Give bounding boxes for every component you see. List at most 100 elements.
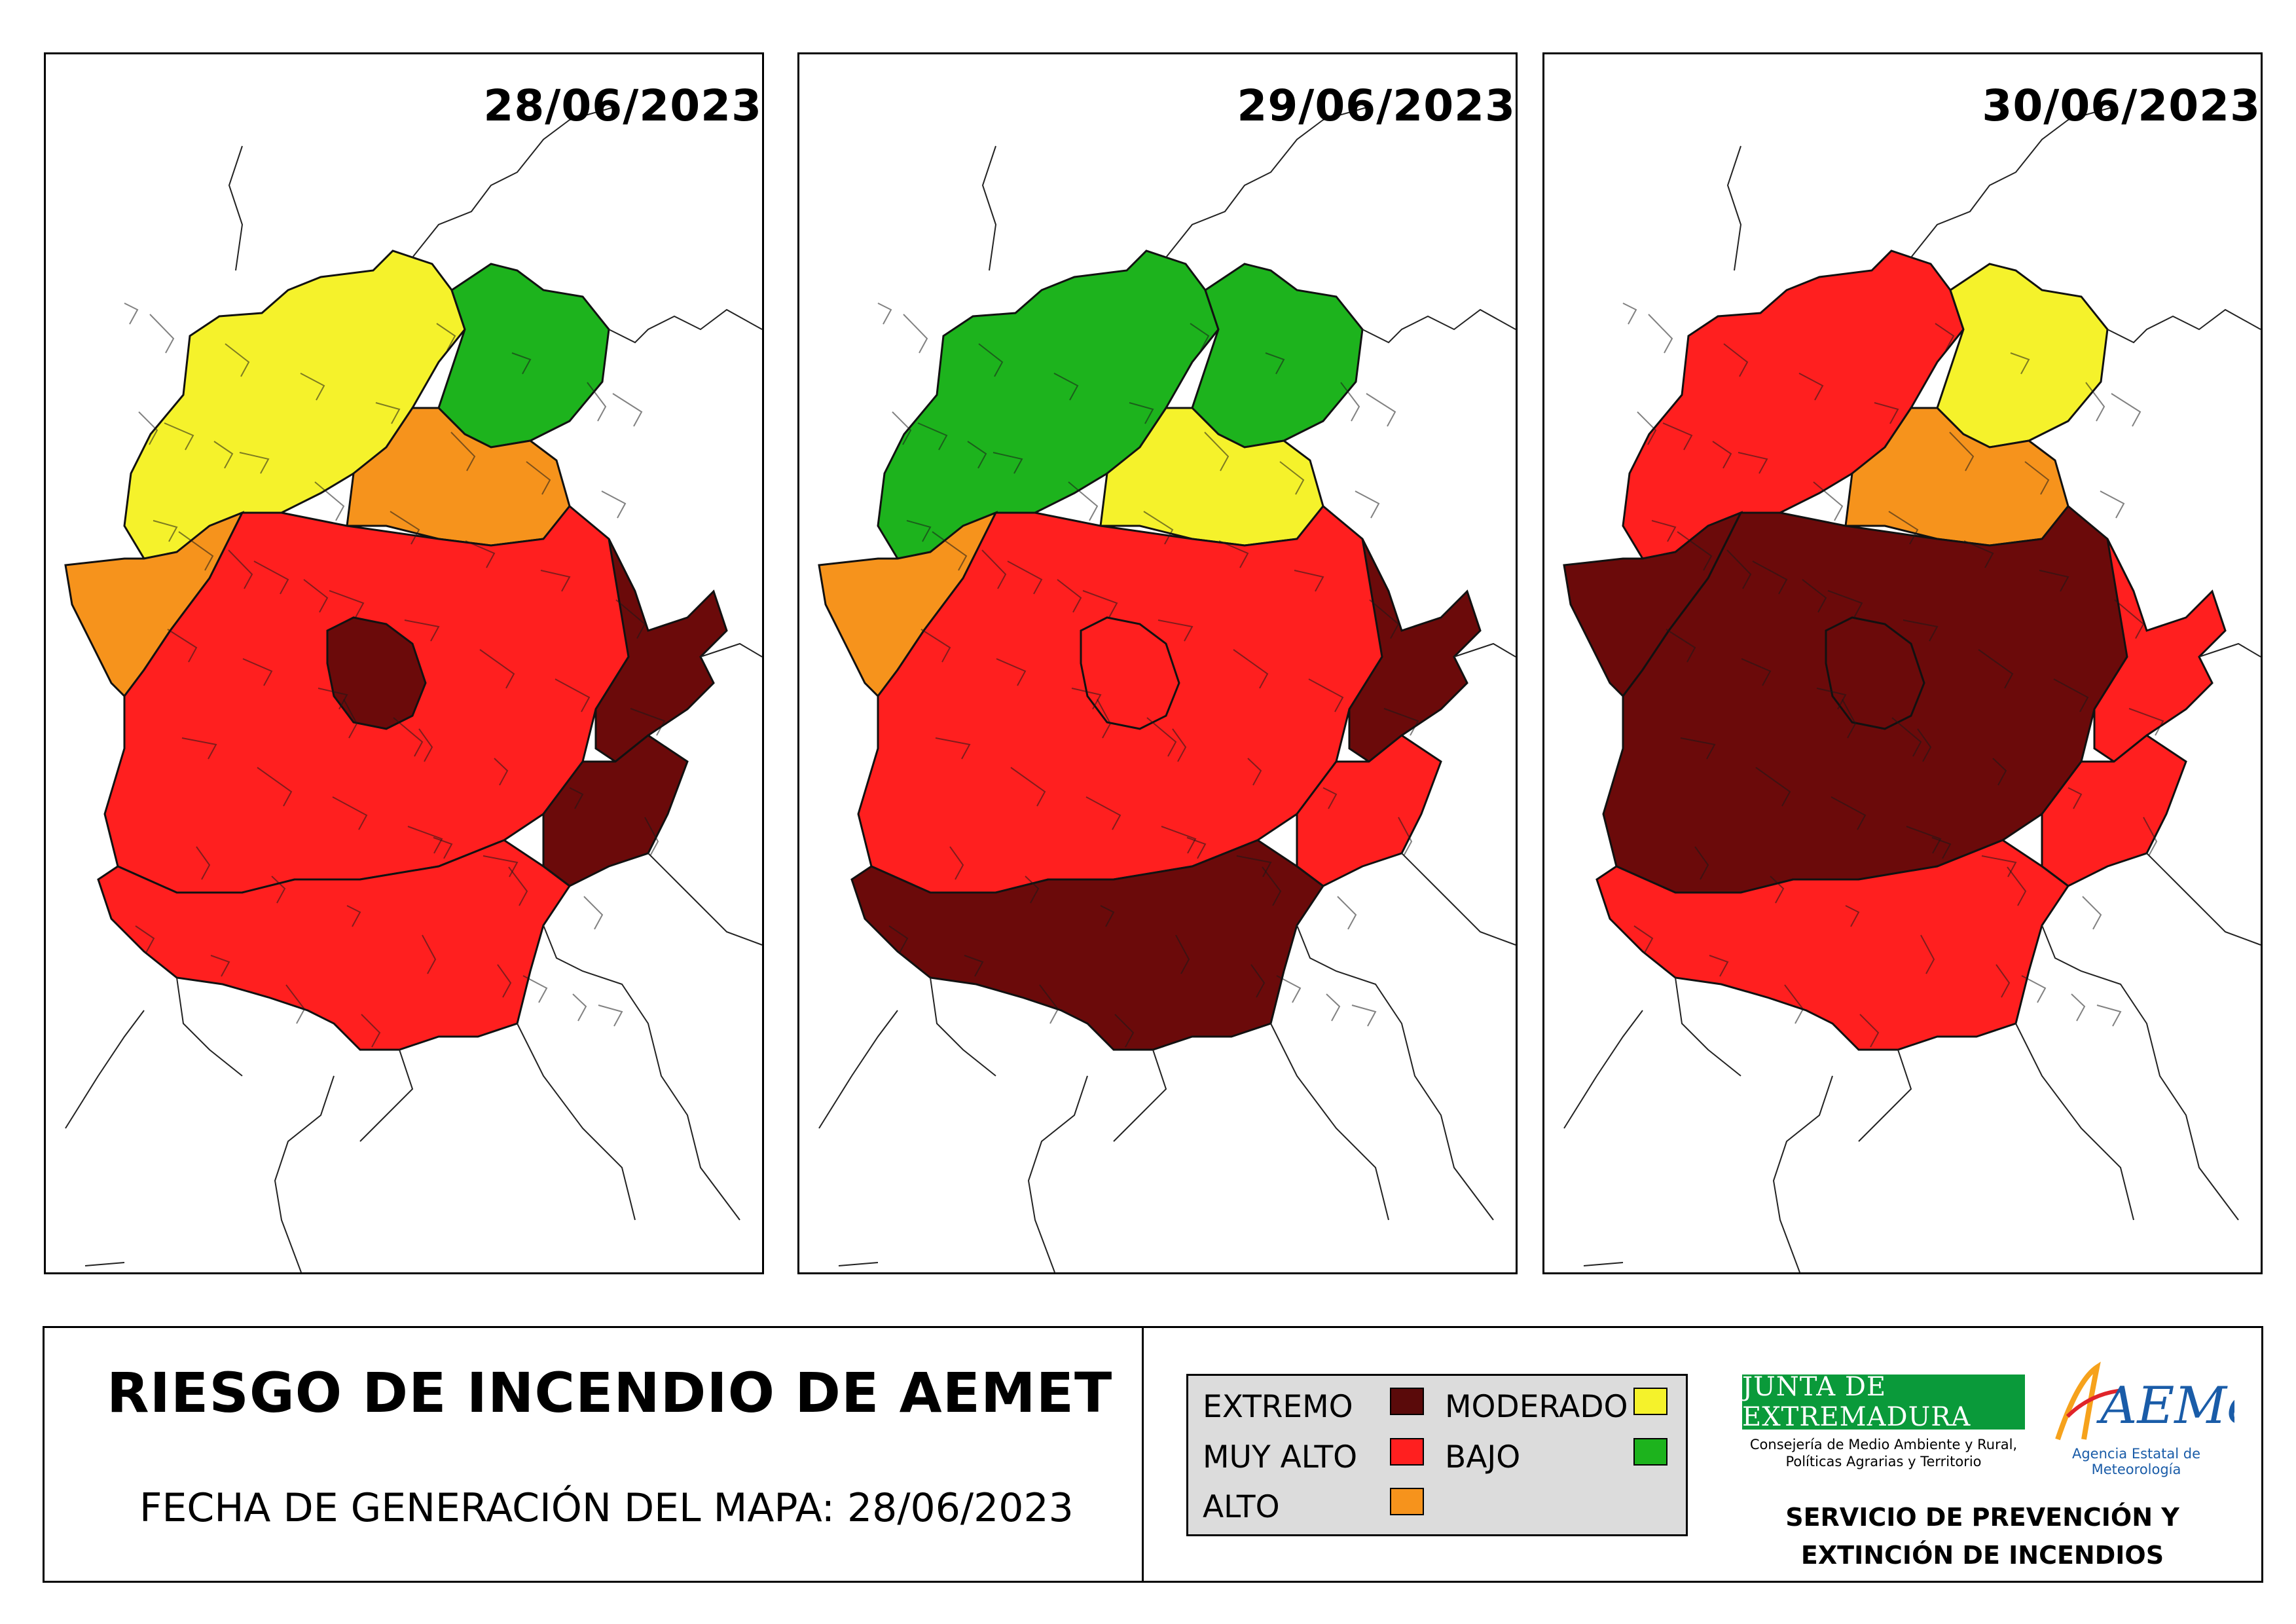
service-line-1: SERVICIO DE PREVENCIÓN Y bbox=[1785, 1503, 2179, 1532]
municipal-boundary bbox=[1935, 323, 1955, 351]
municipal-boundary bbox=[149, 314, 175, 354]
municipal-boundary bbox=[1322, 787, 1338, 809]
municipal-boundary bbox=[964, 955, 984, 977]
municipal-boundary bbox=[598, 1005, 623, 1027]
municipal-boundary bbox=[1218, 540, 1249, 568]
municipal-boundary bbox=[1845, 905, 1860, 927]
province-border bbox=[1583, 1262, 1624, 1266]
municipal-boundary bbox=[1917, 728, 1932, 762]
municipal-boundary bbox=[494, 758, 509, 786]
municipal-boundary bbox=[2100, 490, 2125, 519]
province-border bbox=[838, 1262, 879, 1266]
province-border bbox=[2015, 1023, 2134, 1221]
municipal-boundary bbox=[1755, 767, 1791, 807]
municipal-boundary bbox=[1082, 590, 1118, 618]
municipal-boundary bbox=[124, 303, 139, 325]
municipal-boundary bbox=[332, 796, 368, 830]
municipal-boundary bbox=[257, 767, 293, 807]
province-border bbox=[1362, 308, 1516, 344]
province-border bbox=[274, 1075, 335, 1272]
municipal-boundary bbox=[138, 411, 158, 445]
municipal-boundary bbox=[346, 905, 361, 927]
region-east bbox=[2093, 538, 2227, 763]
aemet-logo-text: AEMet bbox=[2096, 1376, 2234, 1435]
municipal-boundary bbox=[981, 549, 1007, 589]
legend-label-muy-alto: MUY ALTO bbox=[1203, 1439, 1358, 1475]
map-svg-2 bbox=[818, 106, 1516, 1272]
municipal-boundary bbox=[1100, 905, 1115, 927]
province-border bbox=[543, 925, 740, 1221]
municipal-boundary bbox=[888, 925, 909, 953]
legend-swatch-alto bbox=[1390, 1488, 1424, 1515]
municipal-boundary bbox=[2024, 461, 2050, 495]
municipal-boundary bbox=[253, 561, 289, 595]
region-northeast bbox=[1191, 263, 1364, 449]
municipal-boundary bbox=[569, 787, 584, 809]
map-svg-1 bbox=[64, 106, 762, 1272]
map-panel-1: 28/06/2023 bbox=[44, 52, 764, 1274]
municipal-boundary bbox=[1633, 925, 1654, 953]
page-title: RIESGO DE INCENDIO DE AEMET bbox=[107, 1361, 1113, 1425]
province-border bbox=[700, 642, 762, 657]
province-border bbox=[608, 308, 762, 344]
municipal-boundary bbox=[1798, 373, 1824, 401]
municipal-boundary bbox=[1963, 540, 1994, 568]
municipal-boundary bbox=[1025, 876, 1040, 904]
municipal-boundary bbox=[1813, 481, 1844, 521]
province-border bbox=[359, 1049, 414, 1142]
municipal-boundary bbox=[422, 934, 437, 974]
municipal-boundary bbox=[1651, 520, 1677, 542]
municipal-boundary bbox=[630, 708, 666, 736]
municipal-boundary bbox=[1276, 975, 1302, 1003]
municipal-boundary bbox=[361, 1014, 381, 1048]
info-box: RIESGO DE INCENDIO DE AEMET FECHA DE GEN… bbox=[43, 1326, 2263, 1583]
municipal-boundary bbox=[2068, 787, 2083, 809]
municipal-boundary bbox=[1262, 866, 1282, 906]
map-panel-3: 30/06/2023 bbox=[1542, 52, 2263, 1274]
municipal-boundary bbox=[1726, 549, 1752, 589]
junta-subtitle-line-2: Políticas Agrarias y Territorio bbox=[1785, 1454, 1982, 1469]
municipal-boundary bbox=[1978, 649, 2014, 689]
municipal-boundary bbox=[511, 352, 532, 375]
municipal-boundary bbox=[892, 411, 912, 445]
municipal-boundary bbox=[1146, 717, 1177, 757]
province-border bbox=[647, 853, 762, 946]
municipal-boundary bbox=[1057, 579, 1082, 613]
municipal-boundary bbox=[1366, 393, 1396, 427]
municipal-boundary bbox=[1085, 796, 1121, 830]
junta-subtitle-line-1: Consejería de Medio Ambiente y Rural, bbox=[1749, 1437, 2018, 1452]
municipal-boundary bbox=[1294, 570, 1324, 592]
province-border bbox=[2146, 853, 2261, 946]
municipal-boundary bbox=[2039, 570, 2069, 592]
municipal-boundary bbox=[949, 846, 964, 880]
municipal-boundary bbox=[1784, 984, 1804, 1024]
region-east bbox=[594, 538, 728, 763]
province-border bbox=[412, 106, 616, 258]
province-border bbox=[517, 1023, 636, 1221]
municipal-boundary bbox=[1802, 579, 1827, 613]
municipal-boundary bbox=[555, 678, 591, 712]
province-border bbox=[1270, 1023, 1389, 1221]
legend-label-extremo: EXTREMO bbox=[1203, 1389, 1353, 1425]
municipal-boundary bbox=[644, 817, 659, 857]
municipal-boundary bbox=[1157, 619, 1194, 642]
municipal-boundary bbox=[418, 728, 433, 762]
province-border bbox=[1563, 1010, 1643, 1129]
legend-label-moderado: MODERADO bbox=[1445, 1389, 1628, 1425]
municipal-boundary bbox=[1369, 599, 1400, 639]
municipal-boundary bbox=[1637, 411, 1657, 445]
municipal-boundary bbox=[1931, 837, 1952, 859]
region-core bbox=[1080, 616, 1180, 730]
municipal-boundary bbox=[393, 717, 424, 757]
municipal-boundary bbox=[2021, 975, 2047, 1003]
aemet-subtitle: Agencia Estatal de Meteorología bbox=[2071, 1446, 2201, 1477]
municipal-boundary bbox=[967, 441, 987, 469]
municipal-boundary bbox=[1816, 688, 1847, 710]
municipal-boundary bbox=[1355, 490, 1380, 519]
region-north-central bbox=[346, 407, 571, 547]
province-border bbox=[1910, 106, 2115, 258]
municipal-boundary bbox=[343, 699, 358, 739]
municipal-boundary bbox=[2082, 896, 2102, 930]
municipal-boundary bbox=[1906, 826, 1942, 854]
municipal-boundary bbox=[1010, 767, 1046, 807]
